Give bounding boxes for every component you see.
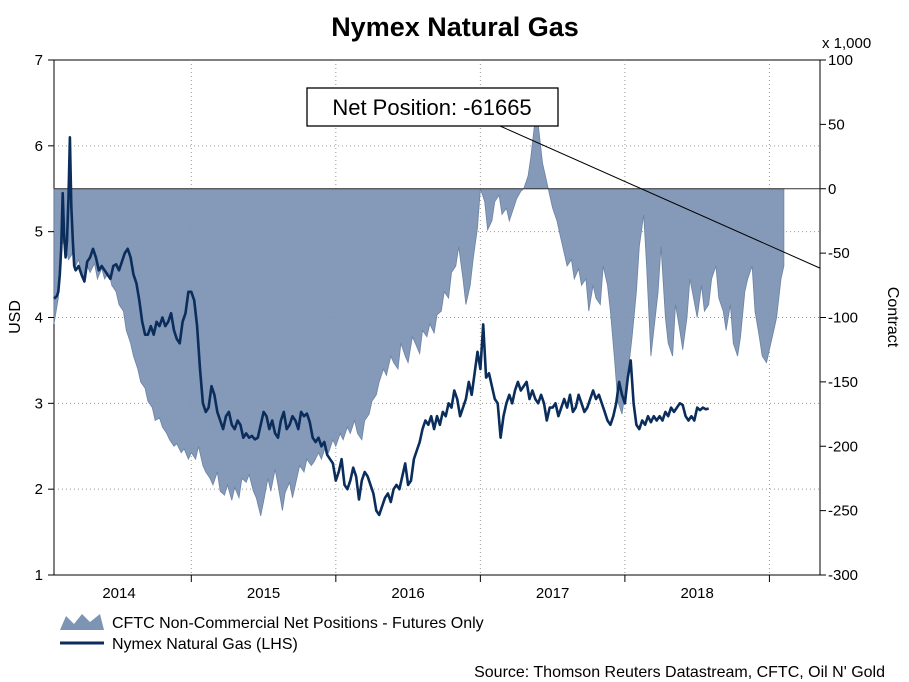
y-axis-right-tick-label: -100 (828, 310, 858, 327)
y-axis-left-tick-label: 2 (35, 481, 43, 498)
y-axis-right-tick-label: -300 (828, 567, 858, 584)
y-axis-left-tick-label: 1 (35, 567, 43, 584)
y-axis-right-tick-label: 0 (828, 181, 836, 198)
y-axis-left-tick-label: 7 (35, 52, 43, 69)
callout-box (306, 87, 559, 127)
y-axis-left-tick-label: 6 (35, 138, 43, 155)
y-axis-left-tick-label: 3 (35, 395, 43, 412)
y-axis-left-tick-label: 5 (35, 224, 43, 241)
net-position-callout: Net Position: -61665 (306, 87, 821, 269)
net-positions-area (53, 116, 785, 516)
axes: 1 2 3 4 5 6 7 100 50 0 -50 -100 -150 -200 -250 -300 2014… (35, 52, 858, 602)
y-axis-right-tick-label: -50 (828, 245, 850, 262)
legend-area-swatch (60, 614, 104, 630)
x-axis-tick-label: 2015 (247, 585, 280, 602)
legend: CFTC Non-Commercial Net Positions - Futu… (60, 614, 484, 653)
net-positions-area-series (53, 116, 820, 516)
y-axis-right-tick-label: -150 (828, 374, 858, 391)
x-axis-tick-label: 2018 (680, 585, 713, 602)
y-axis-right-tick-label: 50 (828, 116, 845, 133)
x-axis-tick-label: 2014 (102, 585, 135, 602)
y-axis-left-label: USD (7, 300, 24, 334)
y-axis-right-tick-label: -200 (828, 438, 858, 455)
legend-label-net-positions: CFTC Non-Commercial Net Positions - Futu… (112, 615, 484, 632)
y-axis-right-tick-label: 100 (828, 52, 853, 69)
x-axis-tick-label: 2016 (391, 585, 424, 602)
right-axis-multiplier: x 1,000 (822, 35, 871, 52)
natural-gas-price-line (53, 136, 710, 517)
source-note: Source: Thomson Reuters Datastream, CFTC… (474, 664, 885, 681)
chart-title: Nymex Natural Gas (331, 12, 579, 42)
legend-label-natural-gas: Nymex Natural Gas (LHS) (112, 636, 298, 653)
callout-leader-line (499, 125, 821, 269)
y-axis-left-tick-label: 4 (35, 310, 43, 327)
natural-gas-price-line-series (53, 136, 710, 517)
y-axis-right-label: Contract (884, 287, 901, 348)
x-axis-tick-label: 2017 (536, 585, 569, 602)
y-axis-right-tick-label: -250 (828, 503, 858, 520)
callout-text: Net Position: -61665 (332, 95, 531, 120)
